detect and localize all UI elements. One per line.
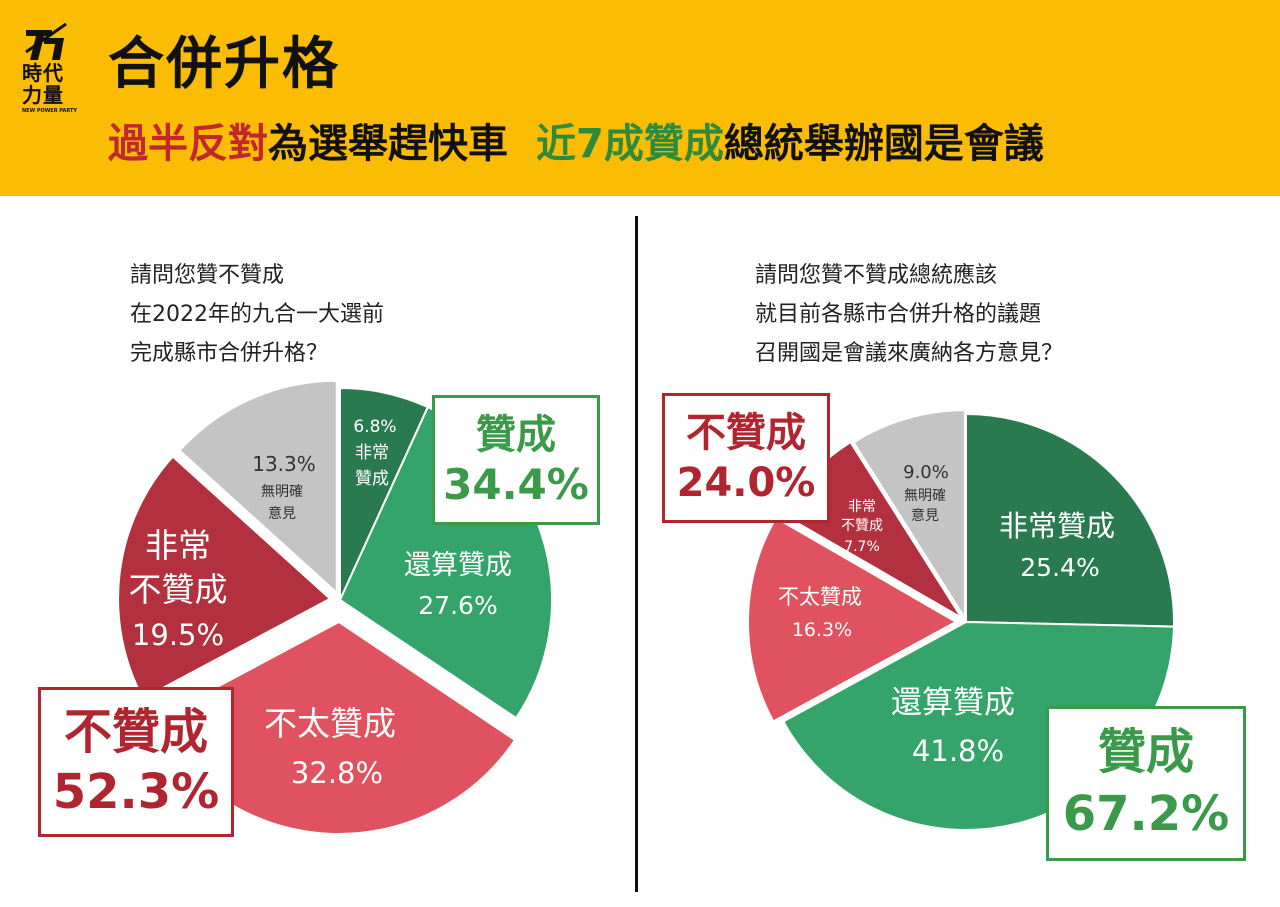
- slice-disagree: [747, 516, 959, 723]
- party-logo: 時代 力量 NEW POWER PARTY: [22, 22, 78, 114]
- right-question-line: 請問您贊不贊成總統應該: [755, 263, 998, 288]
- logo-text-line2: 力量: [22, 83, 64, 107]
- right-label-disagree-text: 不太贊成: [778, 585, 862, 609]
- slice-very-disagree: [117, 455, 332, 700]
- left-label-very-agree-text: 非常: [355, 443, 389, 463]
- left-label-very-disagree-text: 非常: [145, 526, 211, 565]
- slice-no-opinion: [178, 379, 338, 595]
- left-question-line: 請問您贊不贊成: [130, 263, 285, 288]
- right-label-very-disagree-text: 不贊成: [841, 518, 883, 534]
- right-agree-box-value: 67.2%: [1062, 786, 1230, 842]
- logo-text-line1: 時代: [22, 61, 64, 85]
- left-label-very-disagree-text: 不贊成: [129, 570, 228, 609]
- logo-text-english: NEW POWER PARTY: [22, 108, 78, 114]
- left-question-line: 完成縣市合併升格？: [130, 341, 329, 366]
- left-disagree-box-value: 52.3%: [52, 764, 220, 820]
- right-label-very-agree-text: 非常贊成: [999, 509, 1115, 543]
- left-disagree-summary-box: 不贊成 52.3%: [38, 687, 234, 837]
- left-label-agree-text: 還算贊成: [404, 550, 512, 581]
- header-banner: 時代 力量 NEW POWER PARTY 合併升格 過半反對為選舉趕快車 近7成…: [0, 0, 1280, 196]
- right-label-very-disagree-value: 7.7%: [844, 539, 880, 555]
- left-label-very-disagree-value: 19.5%: [132, 618, 224, 652]
- subtitle-text-1: 為選舉趕快車: [268, 121, 508, 167]
- slice-very-agree: [965, 412, 1175, 628]
- right-label-no-opinion-value: 9.0%: [903, 462, 949, 483]
- right-label-agree-text: 還算贊成: [891, 685, 1015, 721]
- left-agree-box-label: 贊成: [476, 412, 556, 458]
- right-label-very-disagree-text: 非常: [848, 499, 876, 515]
- right-agree-summary-box: 贊成 67.2%: [1046, 706, 1246, 861]
- center-divider: [635, 216, 638, 892]
- right-disagree-box-value: 24.0%: [676, 460, 816, 506]
- right-question: 請問您贊不贊成總統應該 就目前各縣市合併升格的議題 召開國是會議來廣納各方意見？: [755, 256, 1063, 373]
- slice-no-opinion: [852, 409, 966, 622]
- left-disagree-box-label: 不贊成: [63, 704, 208, 760]
- left-label-agree-value: 27.6%: [418, 591, 497, 620]
- right-question-line: 就目前各縣市合併升格的議題: [755, 302, 1042, 327]
- left-label-disagree-value: 32.8%: [291, 756, 383, 790]
- left-label-very-agree-value: 6.8%: [353, 417, 396, 437]
- right-disagree-box-label: 不贊成: [686, 410, 806, 456]
- right-label-no-opinion-text: 無明確: [904, 488, 946, 504]
- right-question-line: 召開國是會議來廣納各方意見？: [755, 341, 1064, 366]
- left-label-no-opinion-value: 13.3%: [252, 452, 316, 476]
- left-question: 請問您贊不贊成 在2022年的九合一大選前 完成縣市合併升格？: [130, 256, 384, 373]
- right-label-very-agree-value: 25.4%: [1020, 553, 1099, 582]
- right-disagree-summary-box: 不贊成 24.0%: [662, 393, 830, 523]
- subtitle-highlight-support: 近7成贊成: [536, 121, 724, 167]
- right-label-agree-value: 41.8%: [912, 734, 1004, 768]
- left-label-no-opinion-text: 無明確: [261, 484, 303, 500]
- left-label-very-agree-text: 贊成: [355, 469, 389, 489]
- subtitle-highlight-oppose: 過半反對: [108, 121, 268, 167]
- left-label-no-opinion-text: 意見: [268, 505, 296, 522]
- logo-mark-icon: [25, 22, 67, 60]
- page-title: 合併升格: [108, 32, 340, 97]
- right-agree-box-label: 贊成: [1097, 724, 1194, 780]
- subtitle-text-2: 總統舉辦國是會議: [723, 121, 1044, 167]
- right-label-disagree-value: 16.3%: [792, 619, 852, 641]
- left-label-disagree-text: 不太贊成: [264, 704, 396, 743]
- left-agree-summary-box: 贊成 34.4%: [432, 395, 600, 525]
- right-label-no-opinion-text: 意見: [911, 507, 939, 524]
- page-subtitle: 過半反對為選舉趕快車 近7成贊成總統舉辦國是會議: [108, 116, 1044, 172]
- left-question-line: 在2022年的九合一大選前: [130, 302, 384, 327]
- left-agree-box-value: 34.4%: [443, 460, 589, 509]
